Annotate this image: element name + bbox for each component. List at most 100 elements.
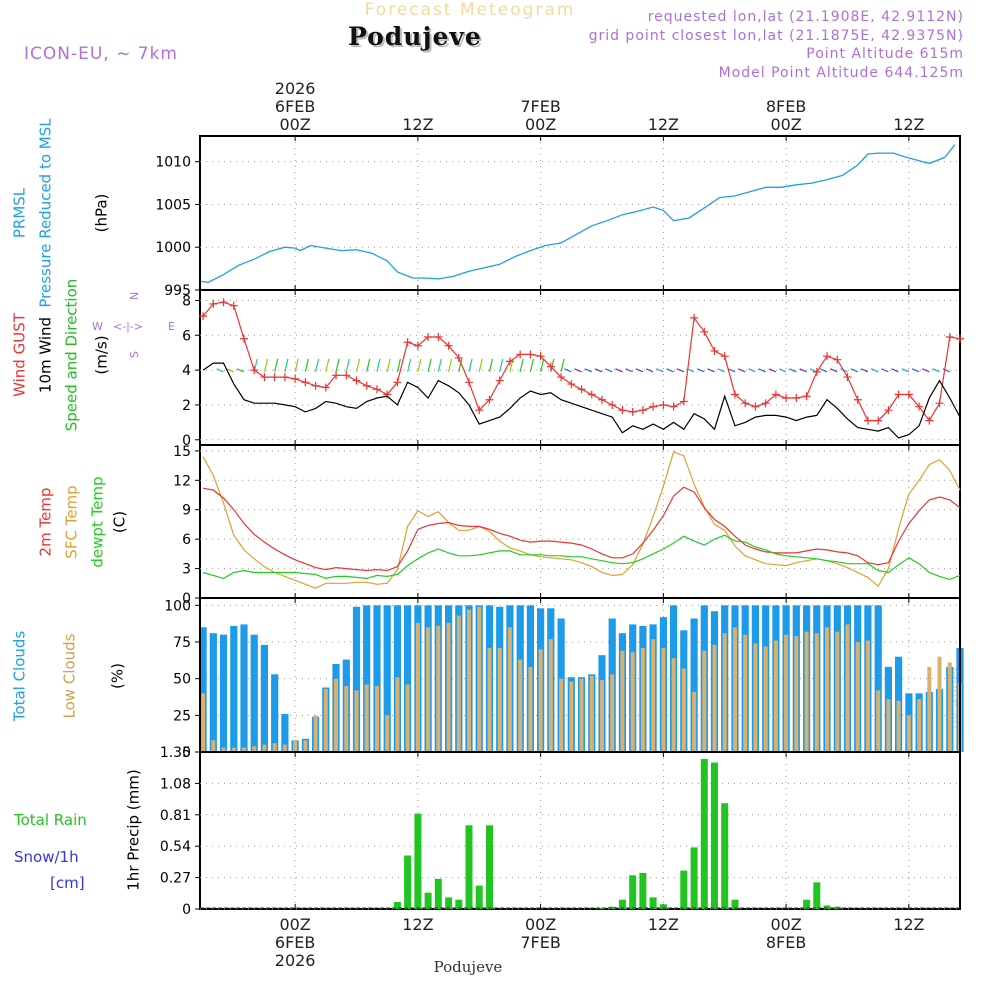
low-cloud-bar <box>865 640 870 752</box>
gust-marker <box>956 334 964 343</box>
precip-bar <box>608 906 616 909</box>
gust-marker <box>383 390 392 399</box>
low-cloud-bar <box>825 627 829 752</box>
gust-marker <box>199 312 208 321</box>
gust-marker <box>638 406 647 415</box>
gust-marker <box>730 390 739 399</box>
low-cloud-bar <box>947 662 952 752</box>
y-tick-label: 6 <box>182 532 191 548</box>
gust-marker <box>270 373 279 382</box>
low-cloud-bar <box>681 668 686 752</box>
pressure-axis-label: PRMSL <box>11 187 29 238</box>
low-cloud-bar <box>293 740 298 752</box>
total-cloud-bar <box>874 605 882 752</box>
wind-direction-arrow <box>304 358 309 372</box>
wind-direction-arrow <box>236 368 245 373</box>
low-cloud-bar <box>487 647 492 752</box>
gust-marker <box>874 416 883 425</box>
gust-marker <box>219 298 228 307</box>
wind-direction-arrow <box>656 368 664 373</box>
low-cloud-bar <box>303 740 308 752</box>
low-cloud-bar <box>507 627 512 752</box>
gust-marker <box>577 385 586 394</box>
gust-marker <box>280 373 289 382</box>
precip-bar <box>690 847 698 909</box>
y-tick-label: 3 <box>182 562 191 578</box>
low-cloud-bar <box>354 690 359 752</box>
precip-bar <box>434 878 442 909</box>
y-tick-label: 1000 <box>155 240 191 256</box>
wind-direction-arrow <box>584 368 592 373</box>
low-cloud-bar <box>477 606 482 752</box>
precip-panel: 0 0.27 0.54 0.81 1.08 1.35 <box>160 745 961 918</box>
y-tick-label: 50 <box>173 672 191 688</box>
total-cloud-bar <box>281 713 289 752</box>
low-cloud-bar <box>600 680 604 752</box>
bottom-time-label: 6FEB <box>275 933 315 952</box>
wind-direction-arrow <box>488 358 494 372</box>
wind-direction-arrow <box>645 368 654 373</box>
gust-marker <box>557 373 566 382</box>
low-cloud-bar <box>610 674 615 752</box>
gust-marker <box>710 346 719 355</box>
low-cloud-bar <box>548 639 553 752</box>
total-cloud-bar <box>260 644 268 752</box>
gust-marker <box>587 390 596 399</box>
gust-marker <box>894 390 903 399</box>
low-cloud-bar <box>559 678 564 752</box>
low-cloud-bar <box>845 624 850 752</box>
wind-direction-arrow <box>417 358 422 372</box>
low-cloud-bar <box>620 650 625 752</box>
gust-marker <box>434 333 443 342</box>
wind-direction-arrow <box>594 368 603 373</box>
low-cloud-bar <box>395 677 400 752</box>
y-tick-label: 0 <box>182 902 191 918</box>
gust-marker <box>679 397 688 406</box>
low-cloud-bar <box>415 622 420 752</box>
wind-speed-line <box>202 362 961 439</box>
low-cloud-bar <box>917 699 922 752</box>
wind-direction-arrow <box>564 368 572 373</box>
gust-marker <box>720 352 729 361</box>
wind-direction-arrow <box>407 358 412 372</box>
y-tick-label: 4 <box>182 363 191 379</box>
wind-direction-arrow <box>778 368 787 373</box>
wind-direction-arrow <box>437 358 442 372</box>
low-cloud-bar <box>344 686 349 752</box>
temperature-axis-label: SFC Temp <box>63 485 81 558</box>
wind-direction-arrow <box>707 368 715 373</box>
wind-direction-arrow <box>499 358 504 372</box>
wind-direction-arrow <box>881 368 889 373</box>
pressure-axis-label: Pressure Reduced to MSL <box>37 118 55 308</box>
wind-direction-arrow <box>366 358 371 372</box>
low-cloud-bar <box>282 744 287 752</box>
gust-marker <box>516 350 525 359</box>
low-cloud-bar <box>671 658 676 752</box>
bottom-time-label: 2026 <box>275 951 316 970</box>
sfc-line <box>202 451 961 589</box>
gust-marker <box>792 393 801 402</box>
gust-line <box>202 301 961 422</box>
temperature-axis-label: 2m Temp <box>37 488 55 557</box>
y-tick-label: 25 <box>173 708 191 724</box>
precip-bar <box>803 899 811 909</box>
low-cloud-bar <box>835 631 840 752</box>
meteogram-title: Forecast Meteogram <box>364 0 576 20</box>
temperature-panel: 0 3 6 9 12 15 <box>173 444 961 607</box>
gust-marker <box>526 350 535 359</box>
low-cloud-bar <box>804 631 809 752</box>
wind-axis-label: (m/s) <box>93 335 111 374</box>
gust-marker <box>321 383 330 392</box>
low-cloud-bar <box>906 715 911 752</box>
wind-direction-arrow <box>355 358 361 372</box>
wind-direction-arrow <box>615 368 623 373</box>
point-altitude: Point Altitude 615m <box>806 46 964 62</box>
wind-direction-arrow <box>697 368 705 373</box>
wind-direction-arrow <box>635 368 644 373</box>
precip-bar <box>659 904 667 909</box>
total-cloud-bar <box>250 634 258 752</box>
gust-marker <box>904 390 913 399</box>
y-tick-label: 12 <box>173 473 191 489</box>
total-cloud-bar <box>383 605 391 752</box>
precip-bar <box>414 813 422 909</box>
